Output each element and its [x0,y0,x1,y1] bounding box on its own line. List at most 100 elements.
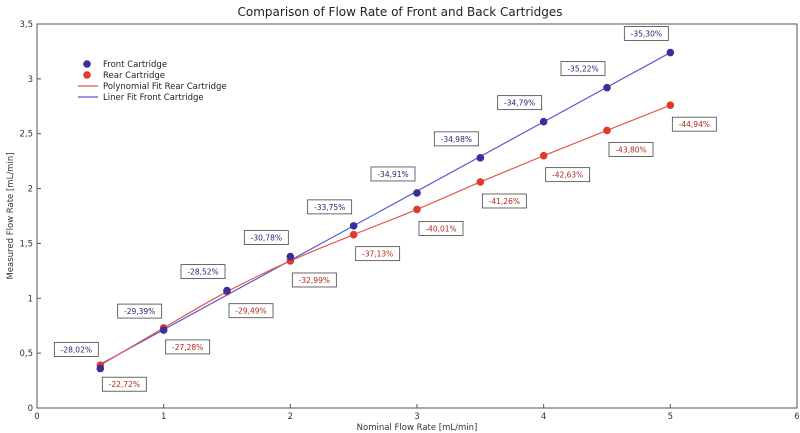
x-axis-label: Nominal Flow Rate [mL/min] [357,423,478,433]
x-tick-label: 0 [34,412,39,422]
front-data-label-text: -28,02% [61,346,92,355]
front-point [413,189,421,197]
legend-label-rear-fit: Polynomial Fit Rear Cartridge [103,82,227,92]
y-tick-label: 1 [28,294,33,304]
front-data-label-box [180,264,226,280]
rear-data-label: -40,01% [418,221,464,236]
front-data-label: -30,78% [243,230,289,245]
rear-data-label-text: -37,13% [362,250,393,259]
front-point [539,117,548,126]
rear-data-label: -32,99% [291,272,337,288]
rear-data-label-text: -29,49% [235,307,266,316]
y-tick-label: 0 [28,404,33,414]
front-data-label-box [623,26,669,41]
rear-data-label-box [481,193,527,209]
front-data-label-text: -34,79% [504,99,535,108]
rear-data-label-box [355,246,401,262]
front-point [476,154,485,162]
data-points [96,48,675,373]
y-tick-label: 2,5 [19,130,33,140]
rear-point [349,230,358,239]
front-data-label: -28,52% [180,264,226,280]
rear-point [476,178,485,186]
rear-data-label-box [228,303,274,319]
rear-data-label-text: -22,72% [109,380,140,389]
x-tick-label: 3 [414,412,419,422]
rear-point [666,101,675,109]
front-data-label: -28,02% [53,342,99,357]
rear-data-label: -22,72% [101,376,147,392]
rear-data-label-text: -42,63% [552,171,583,180]
front-data-label-text: -35,30% [631,30,662,39]
front-point [349,222,358,230]
data-labels: -28,02% -22,72% -29,39% -27,28% -28,52% -29,4… [53,26,717,392]
front-data-label-text: -28,52% [187,268,218,277]
rear-polynomial-fit-line [100,104,671,366]
rear-point [413,205,421,214]
front-data-label-box [243,230,289,245]
rear-data-label-text: -44,94% [679,120,710,129]
y-axis: 0 0,5 1 1,5 2 2,5 3 3,5 [19,20,41,414]
rear-point [539,151,548,160]
front-data-label-text: -34,91% [377,170,408,179]
front-point [96,364,105,373]
front-data-label-box [53,342,99,357]
y-tick-label: 1,5 [19,239,33,249]
front-point [286,252,295,261]
front-data-label: -35,30% [623,26,669,41]
rear-data-label-box [418,221,464,236]
front-point [666,48,675,57]
rear-data-label: -27,28% [165,339,211,355]
rear-data-label-box [545,167,591,183]
front-data-label: -34,98% [433,131,479,147]
front-data-label-text: -29,39% [124,307,155,316]
legend-marker-rear [83,71,91,79]
x-tick-label: 6 [794,412,799,422]
y-tick-label: 0,5 [19,349,33,359]
front-data-label: -33,75% [307,199,353,215]
front-data-label-text: -33,75% [314,203,345,212]
rear-data-label: -44,94% [671,116,717,132]
rear-data-label: -29,49% [228,303,274,319]
front-data-label: -34,79% [497,95,543,111]
front-data-label-box [433,131,479,147]
y-axis-label: Measured Flow Rate [mL/min] [6,152,16,279]
front-data-label-box [370,166,416,182]
rear-data-label-text: -41,26% [489,197,520,206]
front-linear-fit-line [100,52,671,365]
legend-label-rear: Rear Cartridge [103,71,165,81]
rear-data-label-text: -40,01% [425,224,456,233]
legend-label-front: Front Cartridge [103,60,167,70]
front-data-label: -35,22% [560,61,606,77]
front-data-label: -29,39% [117,303,163,319]
rear-data-label-box [101,376,147,392]
rear-data-label-box [165,339,211,355]
front-point [603,83,611,92]
x-tick-label: 2 [288,412,293,422]
front-data-label-box [307,199,353,215]
x-tick-label: 5 [668,412,673,422]
rear-data-label-box [608,142,654,157]
legend-label-front-fit: Liner Fit Front Cartridge [103,93,204,103]
rear-data-label: -41,26% [481,193,527,209]
front-data-label-box [117,303,163,319]
y-tick-label: 2 [28,185,33,195]
front-data-label-text: -30,78% [251,234,282,243]
rear-data-label: -42,63% [545,167,591,183]
front-data-label-text: -34,98% [441,135,472,144]
front-point [223,286,231,295]
front-data-label-box [560,61,606,77]
rear-data-label-text: -32,99% [299,276,330,285]
rear-data-label: -43,80% [608,142,654,157]
legend: Front Cartridge Rear Cartridge Polynomia… [78,60,227,103]
rear-data-label-box [671,116,717,132]
x-tick-label: 4 [541,412,546,422]
y-tick-label: 3 [28,75,33,85]
legend-marker-front [83,60,91,68]
rear-data-label-box [291,272,337,288]
rear-point [603,126,611,135]
rear-data-label: -37,13% [355,246,401,262]
y-tick-label: 3,5 [19,20,33,30]
front-data-label-box [497,95,543,111]
